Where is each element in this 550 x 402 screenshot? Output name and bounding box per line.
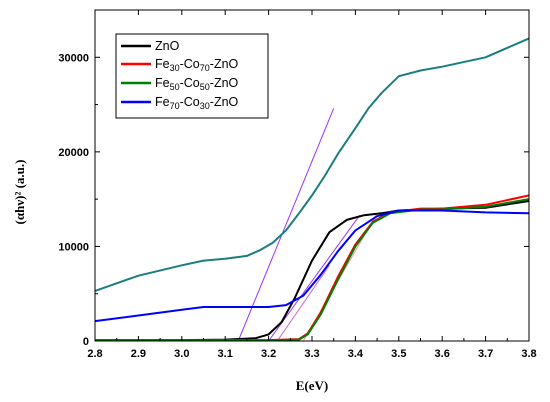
legend-box (115, 33, 269, 119)
series-line-1 (95, 194, 530, 342)
y-axis-title: (αhν)² (a.u.) (12, 160, 27, 225)
legend: ZnO Fe30-Co70-ZnO Fe50-Co50-ZnO Fe70-Co3… (115, 33, 269, 119)
y-tick-label-2: 20000 (58, 147, 89, 159)
x-tick-label-4: 3.2 (261, 348, 276, 360)
x-tick-label-9: 3.7 (478, 348, 493, 360)
series-lines (94, 37, 530, 342)
tangent-line-2 (276, 265, 330, 342)
y-tick-label-3: 30000 (58, 52, 89, 64)
tangent-line-0 (237, 108, 335, 342)
legend-label-zno: ZnO (155, 39, 180, 53)
axis-ticks: 2.8 2.9 3.0 3.1 3.2 3.3 3.4 3.5 3.6 3.7 3.8 0 10000 2… (58, 10, 537, 360)
x-tick-label-3: 3.1 (218, 348, 233, 360)
y-tick-label-0: 0 (83, 336, 89, 348)
y-tick-label-1: 10000 (58, 241, 89, 253)
x-tick-label-10: 3.8 (521, 348, 536, 360)
x-tick-label-6: 3.4 (348, 348, 364, 360)
legend-label-fe70-co30: Fe70-Co30-ZnO (155, 95, 239, 111)
x-axis-title: E(eV) (296, 378, 329, 393)
x-tick-label-7: 3.5 (391, 348, 406, 360)
legend-label-fe30-co70: Fe30-Co70-ZnO (155, 57, 239, 73)
x-tick-label-8: 3.6 (435, 348, 450, 360)
x-tick-label-1: 2.9 (131, 348, 146, 360)
series-line-3 (94, 209, 530, 323)
x-tick-label-5: 3.3 (304, 348, 319, 360)
series-line-4 (94, 37, 530, 292)
legend-label-fe50-co50: Fe50-Co50-ZnO (155, 76, 239, 92)
x-tick-label-0: 2.8 (87, 348, 102, 360)
x-tick-label-2: 3.0 (174, 348, 189, 360)
